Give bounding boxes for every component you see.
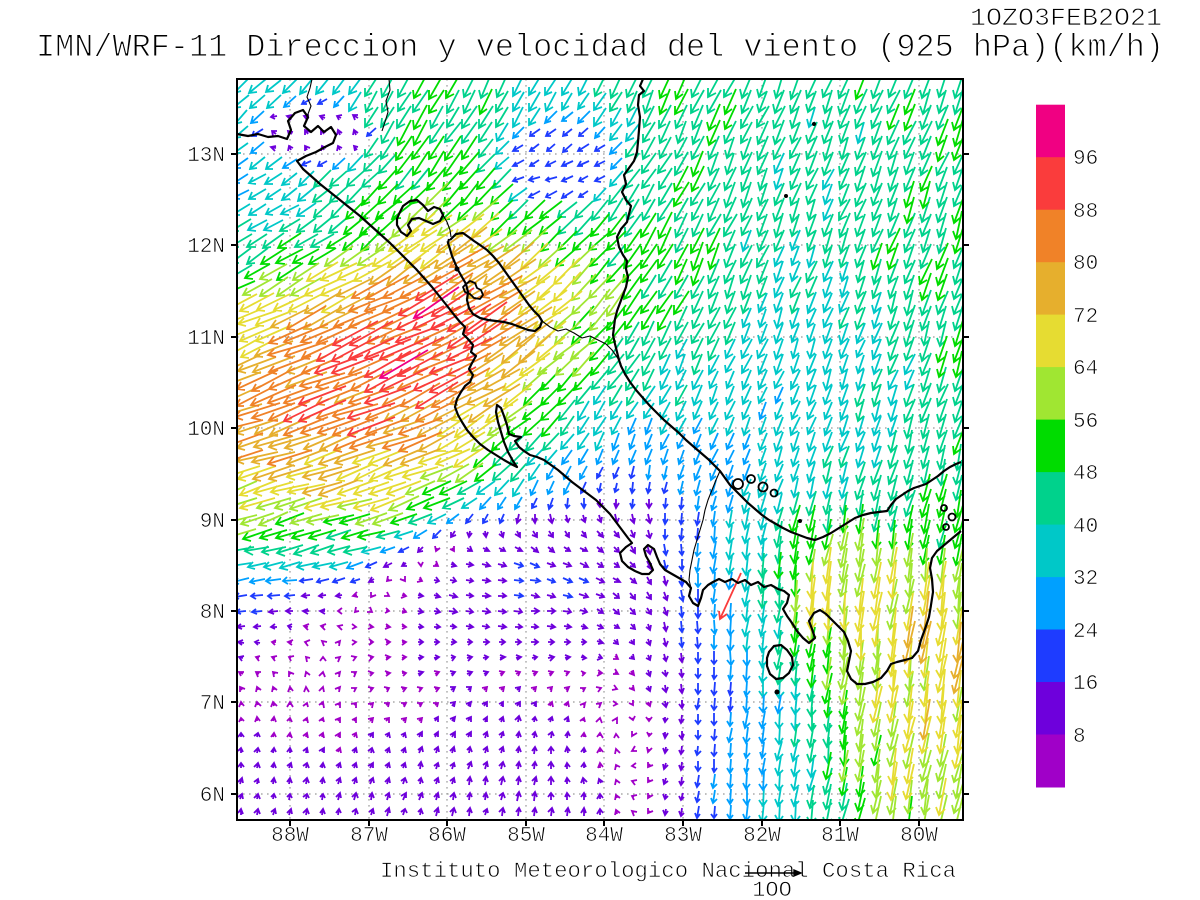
- svg-text:87W: 87W: [350, 825, 388, 848]
- svg-text:88W: 88W: [271, 825, 309, 848]
- svg-text:32: 32: [1073, 568, 1098, 591]
- svg-text:84W: 84W: [585, 825, 623, 848]
- svg-text:Instituto Meteorologico Nacion: Instituto Meteorologico Nacional Costa R…: [380, 859, 956, 884]
- svg-text:8N: 8N: [200, 602, 225, 625]
- svg-text:6N: 6N: [200, 785, 225, 808]
- svg-text:80: 80: [1073, 253, 1098, 276]
- svg-text:56: 56: [1073, 411, 1098, 434]
- svg-text:83W: 83W: [664, 825, 702, 848]
- svg-text:88: 88: [1073, 201, 1098, 224]
- svg-text:9N: 9N: [200, 511, 225, 534]
- svg-text:1OO: 1OO: [752, 878, 792, 900]
- svg-text:10N: 10N: [187, 419, 225, 442]
- svg-text:86W: 86W: [428, 825, 466, 848]
- svg-text:7N: 7N: [200, 693, 225, 716]
- svg-text:40: 40: [1073, 516, 1098, 539]
- svg-text:82W: 82W: [743, 825, 781, 848]
- svg-text:96: 96: [1073, 148, 1098, 171]
- svg-text:8: 8: [1073, 726, 1086, 749]
- svg-text:1OZO3FEB2O21: 1OZO3FEB2O21: [970, 4, 1162, 33]
- svg-text:IMN/WRF-11 Direccion y velocid: IMN/WRF-11 Direccion y velocidad del vie…: [36, 29, 1164, 66]
- svg-text:80W: 80W: [900, 825, 938, 848]
- svg-text:16: 16: [1073, 673, 1098, 696]
- svg-text:11N: 11N: [187, 328, 225, 351]
- svg-text:64: 64: [1073, 358, 1098, 381]
- svg-text:24: 24: [1073, 621, 1098, 644]
- svg-text:85W: 85W: [507, 825, 545, 848]
- svg-text:81W: 81W: [821, 825, 859, 848]
- svg-text:72: 72: [1073, 306, 1098, 329]
- svg-text:48: 48: [1073, 463, 1098, 486]
- svg-text:12N: 12N: [187, 236, 225, 259]
- svg-text:13N: 13N: [187, 145, 225, 168]
